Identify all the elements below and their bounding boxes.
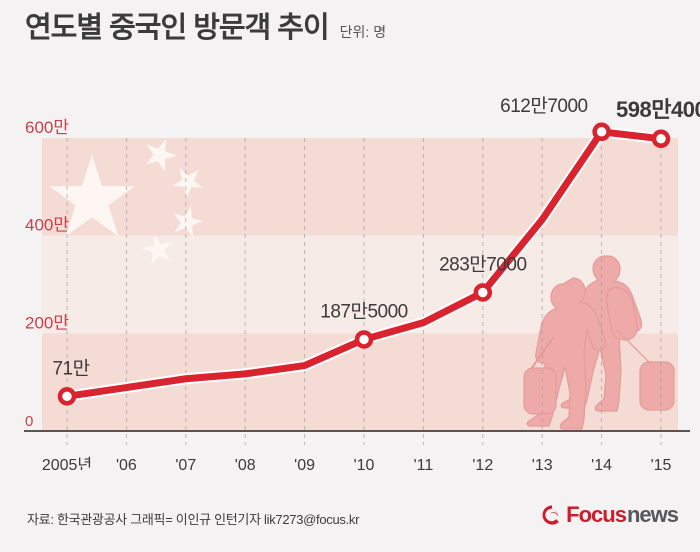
x-tick-label: '07 xyxy=(175,457,196,470)
page-title: 연도별 중국인 방문객 추이 xyxy=(25,12,330,44)
logo-news-text: news xyxy=(626,502,679,527)
chart-canvas: 0 200만 400만 600만 2005년 '06 '07 '08 '09 '10 '11 '12… xyxy=(24,95,700,470)
x-tick-label: '12 xyxy=(472,457,493,470)
x-tick-label: '10 xyxy=(354,457,375,470)
focusnews-logo: Focus news xyxy=(541,502,679,527)
x-tick-label: '15 xyxy=(651,457,672,470)
x-tick-label: '09 xyxy=(294,457,315,470)
data-point-label: 598만4000 xyxy=(616,97,700,122)
line-chart: 0 200만 400만 600만 2005년 '06 '07 '08 '09 '10 '11 '12… xyxy=(24,95,700,470)
y-tick-label: 0 xyxy=(25,413,33,430)
data-markers xyxy=(57,122,671,406)
data-point-label: 187만5000 xyxy=(320,300,407,322)
x-axis-labels: 2005년 '06 '07 '08 '09 '10 '11 '12 '13 '14 '15 xyxy=(42,456,672,470)
y-tick-label: 200만 xyxy=(25,313,69,332)
data-point-label: 612만7000 xyxy=(500,95,587,117)
x-tick-label: '14 xyxy=(591,457,612,470)
data-point-label: 71만 xyxy=(52,357,89,379)
china-flag-watermark xyxy=(49,139,203,265)
chart-header: 연도별 중국인 방문객 추이 단위: 명 xyxy=(25,14,386,43)
y-tick-label: 600만 xyxy=(25,118,69,137)
chart-footer: 자료: 한국관광공사 그래픽= 이인규 인턴기자 lik7273@focus.k… xyxy=(0,495,700,552)
x-tick-label: '11 xyxy=(414,457,434,470)
unit-label: 단위: 명 xyxy=(339,24,387,40)
logo-focus-text: Focus xyxy=(566,502,627,527)
x-tick-label: '13 xyxy=(532,457,553,470)
source-credit: 자료: 한국관광공사 그래픽= 이인규 인턴기자 lik7273@focus.k… xyxy=(27,512,360,527)
x-tick-label: 2005년 xyxy=(42,456,92,470)
x-tick-label: '06 xyxy=(116,457,137,470)
data-point-label: 283만7000 xyxy=(439,253,526,275)
y-tick-label: 400만 xyxy=(25,216,69,235)
data-point-labels: 71만 187만5000 283만7000 612만7000 598만4000 xyxy=(52,95,700,380)
y-axis-labels: 0 200만 400만 600만 xyxy=(25,118,69,430)
focus-swirl-icon xyxy=(542,505,560,525)
x-tick-label: '08 xyxy=(235,457,256,470)
